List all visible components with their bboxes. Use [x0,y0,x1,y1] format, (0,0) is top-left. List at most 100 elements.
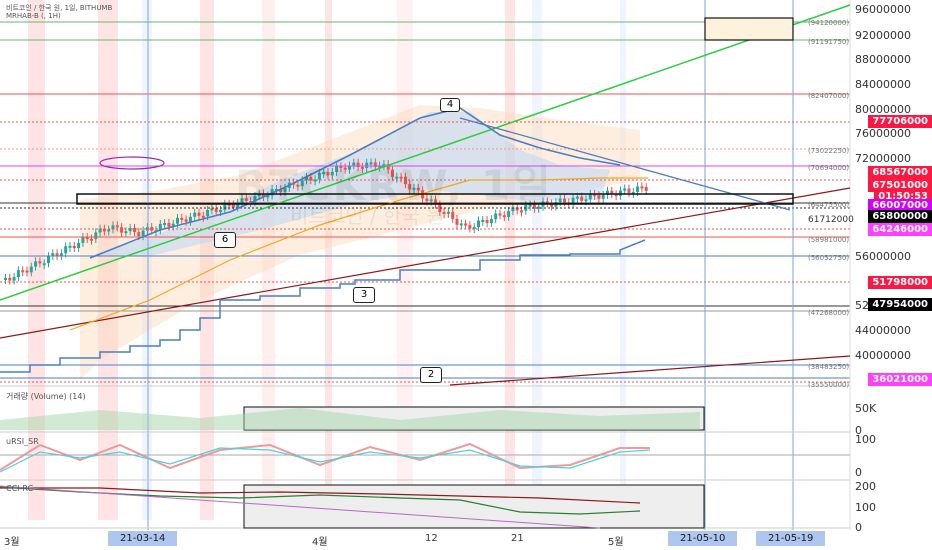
candles-layer [4,158,648,285]
candle-body [614,194,618,197]
candle-body [489,219,493,224]
candle-body [266,195,270,198]
level-label: (73022250) [808,147,850,155]
cci-axis-label: 100 [855,501,876,514]
cci-trend [0,485,601,529]
candle-body [68,245,72,248]
candle-body [150,227,154,231]
candle-body [102,228,106,232]
candle-body [12,277,16,281]
candle-body [94,232,98,240]
candle-body [193,212,197,217]
candle-body [391,169,394,177]
annotation-callout: 2 [420,367,442,383]
level-label: (94120000) [808,19,850,27]
candle-body [257,193,261,197]
candle-body [446,211,450,214]
candle-body [373,162,377,168]
candle-body [335,166,339,172]
volume-axis-label: 0 [855,424,862,437]
candle-body [214,208,218,212]
level-label: (38483250) [808,363,850,371]
shade-column [620,0,626,520]
shade-column [532,0,542,520]
candle-body [588,193,592,200]
level-label: (47268000) [808,309,850,317]
candle-body [558,198,562,203]
candle-body [378,165,382,168]
candle-body [201,215,205,218]
candle-body [399,176,403,179]
watermark-name: 비트코인 / 한국 원 [290,204,445,228]
candle-body [339,166,343,169]
candle-body [145,227,149,231]
level-label: (56052750) [808,254,850,262]
shade-column [200,0,214,520]
level-label: (58981000) [808,236,850,244]
candle-body [429,199,433,202]
candle-body [640,186,644,189]
candle-body [158,223,162,231]
shade-column [142,0,152,520]
level-label: (70694000) [808,164,850,172]
annotation-callout: 6 [214,232,236,248]
candle-body [111,225,115,230]
candle-body [498,213,502,216]
candle-body [571,197,575,204]
candle-body [580,196,584,201]
candle-body [51,253,55,257]
candle-body [360,166,364,169]
candle-body [85,237,89,240]
level-label: (91191750) [808,38,850,46]
candle-body [537,206,541,209]
price-axis-label: 44000000 [855,324,911,337]
candle-body [631,192,635,195]
candle-body [425,198,429,202]
lines-layer [0,0,851,530]
candle-body [77,242,81,249]
ursi-axis-label: 0 [855,466,862,479]
candle-body [575,196,579,199]
candle-body [16,270,20,278]
candle-body [550,203,554,207]
candle-body [317,172,321,180]
candle-body [365,162,369,168]
candle-body [42,263,46,266]
candle-body [330,171,334,176]
candle-body [240,198,244,203]
candle-body [507,211,511,217]
indicator-title: MRHAB-B (, 1H) [6,12,61,20]
candle-body [274,188,278,191]
moving-average [69,177,648,331]
candle-body [137,232,141,237]
candle-body [520,210,523,213]
price-axis-label: 88000000 [855,53,911,66]
level-label: (35550000) [808,381,850,389]
level-label: (82407000) [808,92,850,100]
watermark-ticker: BTCKRW, 1일 [235,161,553,210]
price-tag: 64246000 [868,223,932,236]
candle-body [468,225,472,229]
candle-body [25,270,29,273]
level-label: 61712000 [808,215,854,225]
candle-body [236,202,240,208]
price-axis-label: 92000000 [855,29,911,42]
annotation-callout: 4 [440,98,460,112]
candle-body [219,209,222,212]
candle-body [8,277,12,281]
stepped-stop-line [0,239,646,373]
candle-body [593,193,597,196]
candle-body [309,176,313,181]
candle-body [180,217,184,220]
ursi-line-2 [0,447,651,473]
volume-title: 거래량 (Volume) (14) [6,392,86,401]
target-box [704,17,794,41]
price-tag: 51798000 [868,276,932,289]
moving-average-blue [89,107,621,259]
candle-body [434,199,437,205]
range-box [76,193,794,205]
price-tag: 77706000 [868,115,932,128]
candle-body [395,176,399,179]
candle-body [163,222,167,225]
